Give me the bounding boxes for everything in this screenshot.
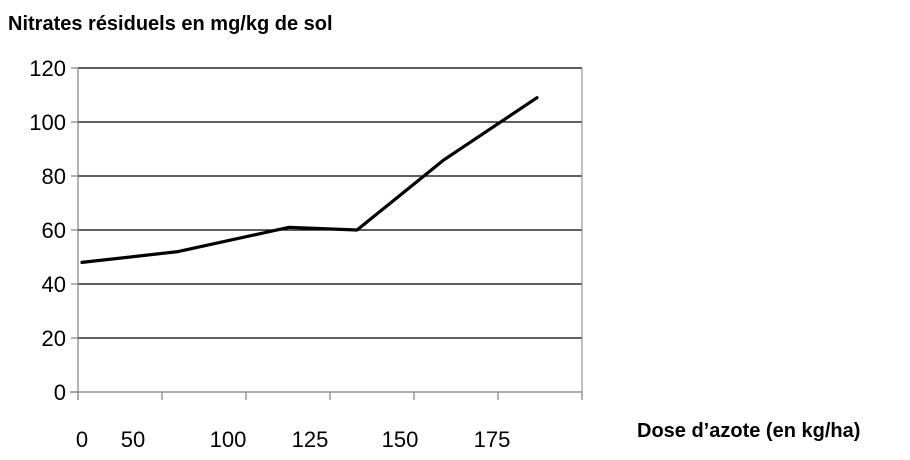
x-tick-label: 175 <box>474 427 511 452</box>
series-line <box>80 96 539 264</box>
x-tick-label: 150 <box>382 427 419 452</box>
y-tick-labels: 0 20 40 60 80 100 120 <box>29 56 66 405</box>
y-tick-label: 60 <box>42 218 66 243</box>
y-axis-title: Nitrates résiduels en mg/kg de sol <box>8 13 333 35</box>
y-tick-label: 20 <box>42 326 66 351</box>
x-tick-label: 125 <box>292 427 329 452</box>
x-axis-title: Dose d’azote (en kg/ha) <box>637 420 860 442</box>
y-tick-label: 80 <box>42 164 66 189</box>
axes <box>70 67 583 400</box>
x-tick-label: 0 <box>76 427 88 452</box>
y-tick-label: 120 <box>29 56 66 81</box>
series-layer <box>80 96 539 264</box>
x-tick-label: 50 <box>121 427 145 452</box>
y-tick-label: 100 <box>29 110 66 135</box>
x-tick-labels: 0 50 100 125 150 175 <box>76 427 510 452</box>
y-tick-label: 0 <box>54 380 66 405</box>
y-tick-label: 40 <box>42 272 66 297</box>
x-tick-label: 100 <box>210 427 247 452</box>
